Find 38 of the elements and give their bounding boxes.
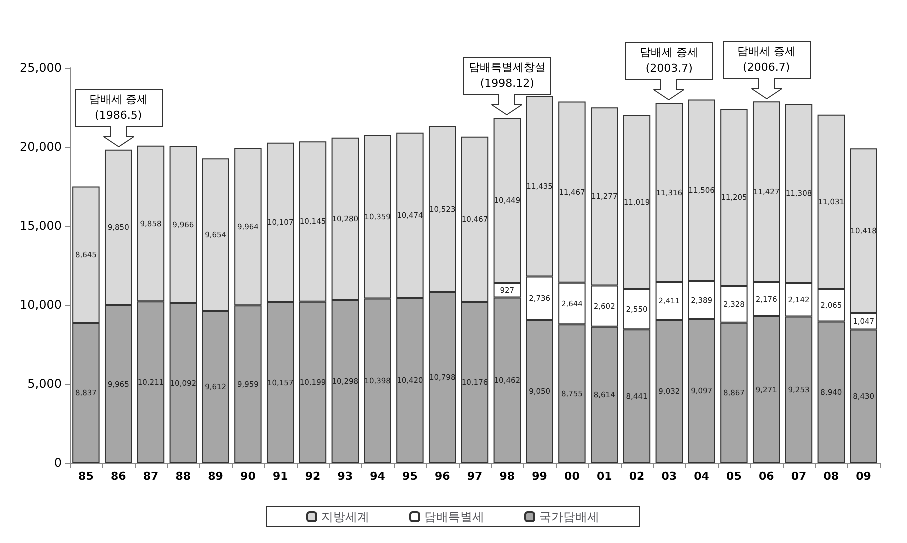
x-tick-label: 86 — [110, 470, 127, 483]
x-tick-label: 02 — [629, 470, 645, 483]
y-tick-label: 5,000 — [28, 377, 62, 391]
x-tick-label: 08 — [824, 470, 840, 483]
x-tick-label: 00 — [564, 470, 580, 483]
x-tick-label: 95 — [402, 470, 418, 483]
annotation: 담배세 증세 (2003.7) — [625, 42, 714, 80]
x-tick-label: 92 — [305, 470, 321, 483]
y-tick-label: 20,000 — [20, 140, 62, 154]
legend-label: 지방세계 — [322, 510, 370, 524]
x-tick-label: 88 — [176, 470, 192, 483]
x-tick-label: 90 — [240, 470, 256, 483]
legend-label: 담배특별세 — [424, 510, 484, 524]
legend-label: 국가담배세 — [540, 510, 600, 524]
x-tick-label: 89 — [208, 470, 224, 483]
x-tick-label: 87 — [143, 470, 159, 483]
x-tick-label: 99 — [532, 470, 548, 483]
x-tick-label: 93 — [338, 470, 354, 483]
x-tick-label: 94 — [370, 470, 386, 483]
x-tick-label: 91 — [272, 470, 288, 483]
annotation: 담배세 증세 (1986.5) — [74, 88, 163, 127]
x-tick-label: 07 — [791, 470, 807, 483]
x-tick-label: 96 — [434, 470, 451, 483]
x-tick-label: 09 — [856, 470, 872, 483]
x-tick-label: 98 — [500, 470, 516, 483]
y-tick-label: 15,000 — [20, 219, 62, 233]
y-tick-label: 0 — [54, 456, 62, 470]
y-tick-label: 25,000 — [20, 61, 62, 75]
x-tick-label: 01 — [596, 470, 612, 483]
x-tick-label: 97 — [467, 470, 483, 483]
x-tick-label: 04 — [694, 470, 710, 483]
annotation: 담배특별세창설 (1998.12) — [463, 56, 552, 95]
x-tick-label: 05 — [726, 470, 742, 483]
y-tick-label: 10,000 — [20, 298, 62, 312]
x-tick-label: 06 — [758, 470, 775, 483]
x-tick-label: 03 — [662, 470, 678, 483]
annotation: 담배세 증세 (2006.7) — [722, 40, 811, 79]
x-tick-label: 85 — [78, 470, 94, 483]
